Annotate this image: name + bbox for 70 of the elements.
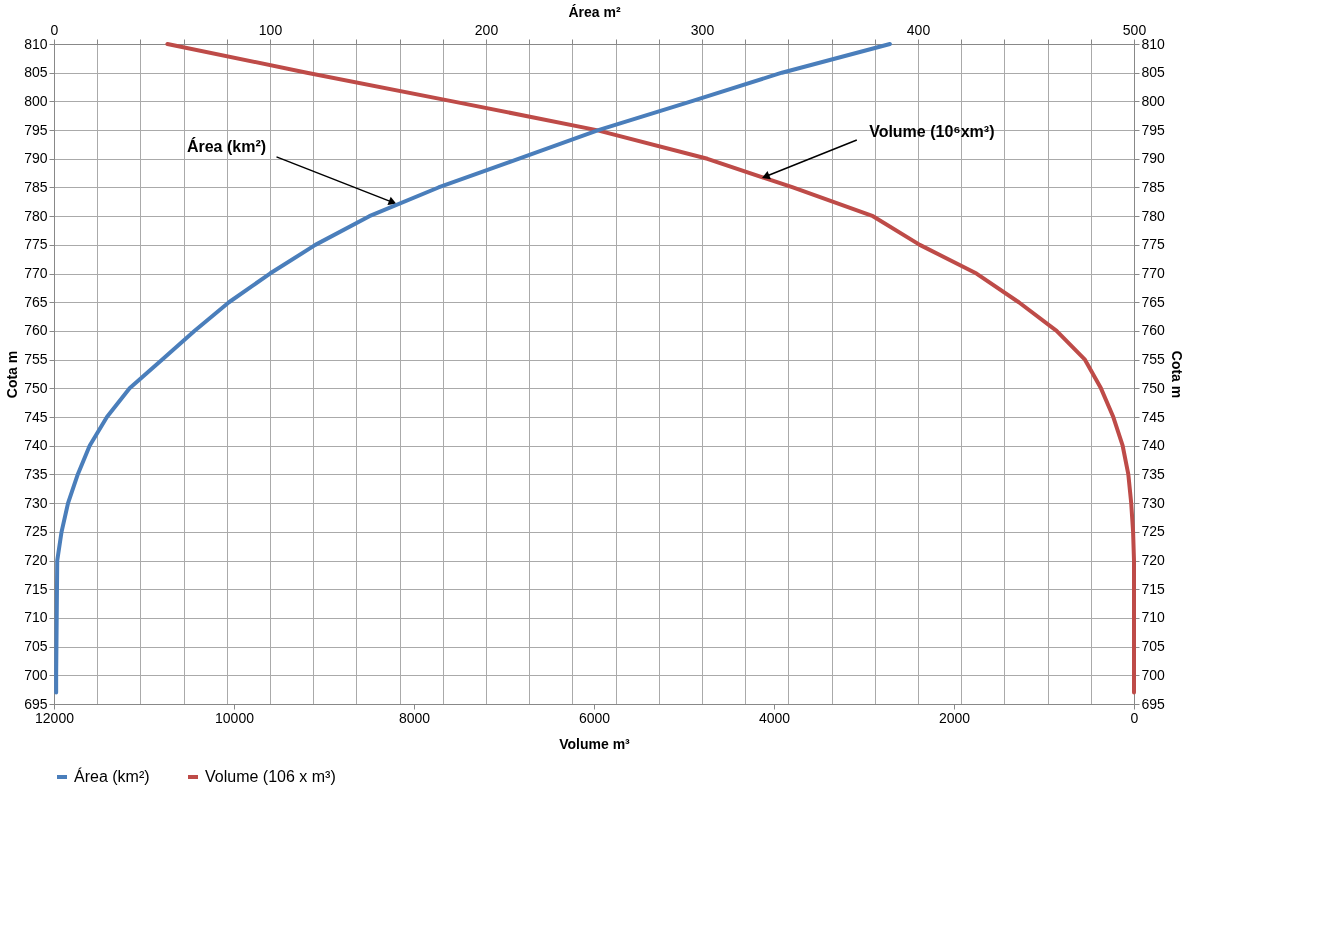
y2-tick-label: 795: [1141, 121, 1166, 138]
legend-label: Área (km²): [74, 767, 150, 785]
y2-tick-label: 730: [1141, 494, 1166, 511]
x2-tick-label: 500: [1122, 21, 1147, 38]
y2-tick-label: 725: [1141, 523, 1166, 540]
y2-tick-label: 805: [1141, 64, 1166, 81]
y-tick-label: 725: [24, 523, 48, 540]
y-tick-label: 775: [24, 236, 48, 253]
y-tick-label: 790: [24, 150, 48, 167]
x2-tick-label: 200: [474, 21, 499, 38]
y2-tick-label: 715: [1141, 580, 1166, 597]
x-tick-label: 6000: [578, 709, 611, 726]
y2-tick-label: 775: [1141, 236, 1166, 253]
line-series: [165, 42, 1136, 695]
legend-label: Volume (106 x m³): [205, 768, 336, 785]
x2-tick-label: 100: [258, 21, 283, 38]
y-tick-label: 810: [24, 35, 48, 52]
y2-tick-label: 705: [1141, 638, 1166, 655]
x2-tick-label: 300: [690, 21, 715, 38]
y-tick-label: 780: [24, 207, 48, 224]
y2-tick-label: 750: [1141, 379, 1166, 396]
y-tick-label: 715: [24, 580, 48, 597]
y-tick-label: 765: [24, 293, 48, 310]
y-tick-label: 700: [24, 666, 48, 683]
y-tick-label: 730: [24, 494, 48, 511]
y2-tick-label: 810: [1141, 35, 1166, 52]
x-tick-label: 4000: [758, 709, 791, 726]
y-tick-label: 720: [24, 552, 48, 569]
x2-tick-label: 0: [50, 21, 59, 38]
y2-tick-label: 765: [1141, 293, 1166, 310]
y2-tick-label: 710: [1141, 609, 1166, 626]
annotation: Volume (10⁶xm³): [869, 123, 995, 140]
y2-tick-label: 745: [1141, 408, 1166, 425]
x-tick-label: 12000: [35, 709, 75, 726]
y2-axis-title: Cota m: [1168, 350, 1185, 399]
y2-tick-label: 785: [1141, 178, 1166, 195]
annotation: Área (km²): [186, 136, 267, 155]
y-tick-label: 770: [24, 265, 48, 282]
y-tick-label: 745: [24, 408, 48, 425]
y-tick-label: 750: [24, 379, 48, 396]
y-tick-label: 755: [24, 351, 48, 368]
y2-tick-label: 760: [1141, 322, 1166, 339]
x-tick-label: 10000: [215, 709, 255, 726]
y-tick-label: 735: [24, 465, 48, 482]
y-tick-label: 695: [24, 695, 48, 712]
y2-tick-label: 755: [1141, 351, 1166, 368]
y-axis-title: Cota m: [4, 350, 21, 399]
x2-axis-title: Área m²: [568, 3, 621, 20]
y-tick-label: 795: [24, 121, 48, 138]
y2-tick-label: 790: [1141, 150, 1166, 167]
y2-tick-label: 700: [1141, 666, 1166, 683]
y2-tick-label: 695: [1141, 695, 1166, 712]
y2-tick-label: 800: [1141, 92, 1166, 109]
x-tick-label: 0: [1130, 709, 1139, 726]
y-tick-label: 705: [24, 638, 48, 655]
x2-tick-label: 400: [906, 21, 931, 38]
y-tick-label: 760: [24, 322, 48, 339]
y-tick-label: 740: [24, 437, 48, 454]
y-tick-label: 785: [24, 178, 48, 195]
y2-tick-label: 740: [1141, 437, 1166, 454]
y2-tick-label: 720: [1141, 552, 1166, 569]
y2-tick-label: 770: [1141, 265, 1166, 282]
y2-tick-label: 780: [1141, 207, 1166, 224]
x-tick-label: 8000: [398, 709, 431, 726]
y-tick-label: 710: [24, 609, 48, 626]
x-tick-label: 2000: [938, 709, 971, 726]
x-axis-title: Volume m³: [559, 735, 631, 752]
y-tick-label: 800: [24, 92, 48, 109]
y-tick-label: 805: [24, 64, 48, 81]
y2-tick-label: 735: [1141, 465, 1166, 482]
